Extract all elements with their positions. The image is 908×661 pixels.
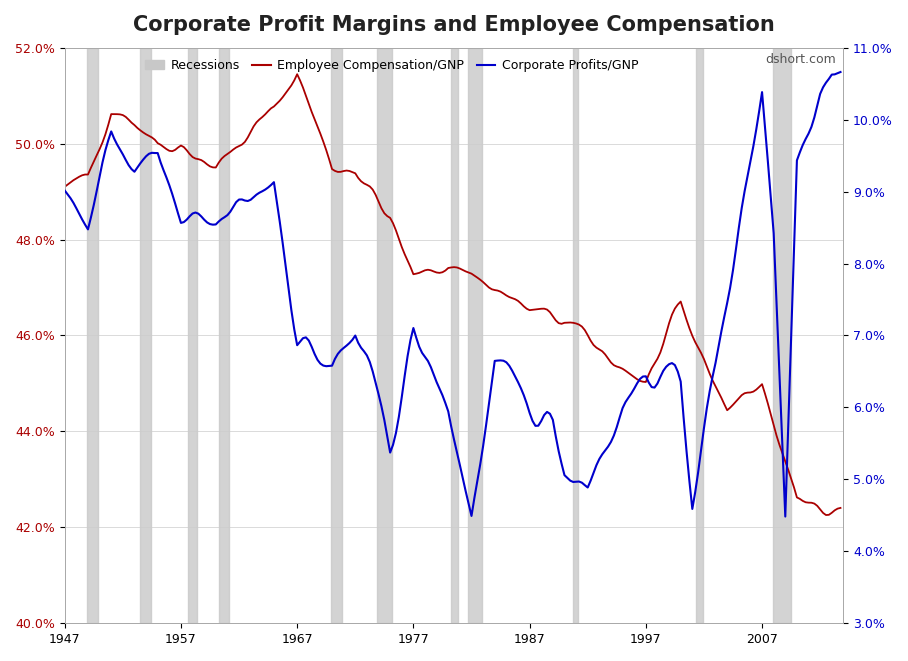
Bar (87, 48, 98, 623)
Legend: Recessions, Employee Compensation/GNP, Corporate Profits/GNP: Recessions, Employee Compensation/GNP, C… (141, 54, 643, 77)
Bar (696, 48, 703, 623)
Bar (188, 48, 197, 623)
Bar (220, 48, 229, 623)
Text: dshort.com: dshort.com (765, 54, 835, 66)
Bar (140, 48, 151, 623)
Bar (773, 48, 791, 623)
Bar (378, 48, 392, 623)
Title: Corporate Profit Margins and Employee Compensation: Corporate Profit Margins and Employee Co… (133, 15, 775, 35)
Bar (573, 48, 578, 623)
Bar (468, 48, 482, 623)
Bar (450, 48, 458, 623)
Bar (331, 48, 342, 623)
